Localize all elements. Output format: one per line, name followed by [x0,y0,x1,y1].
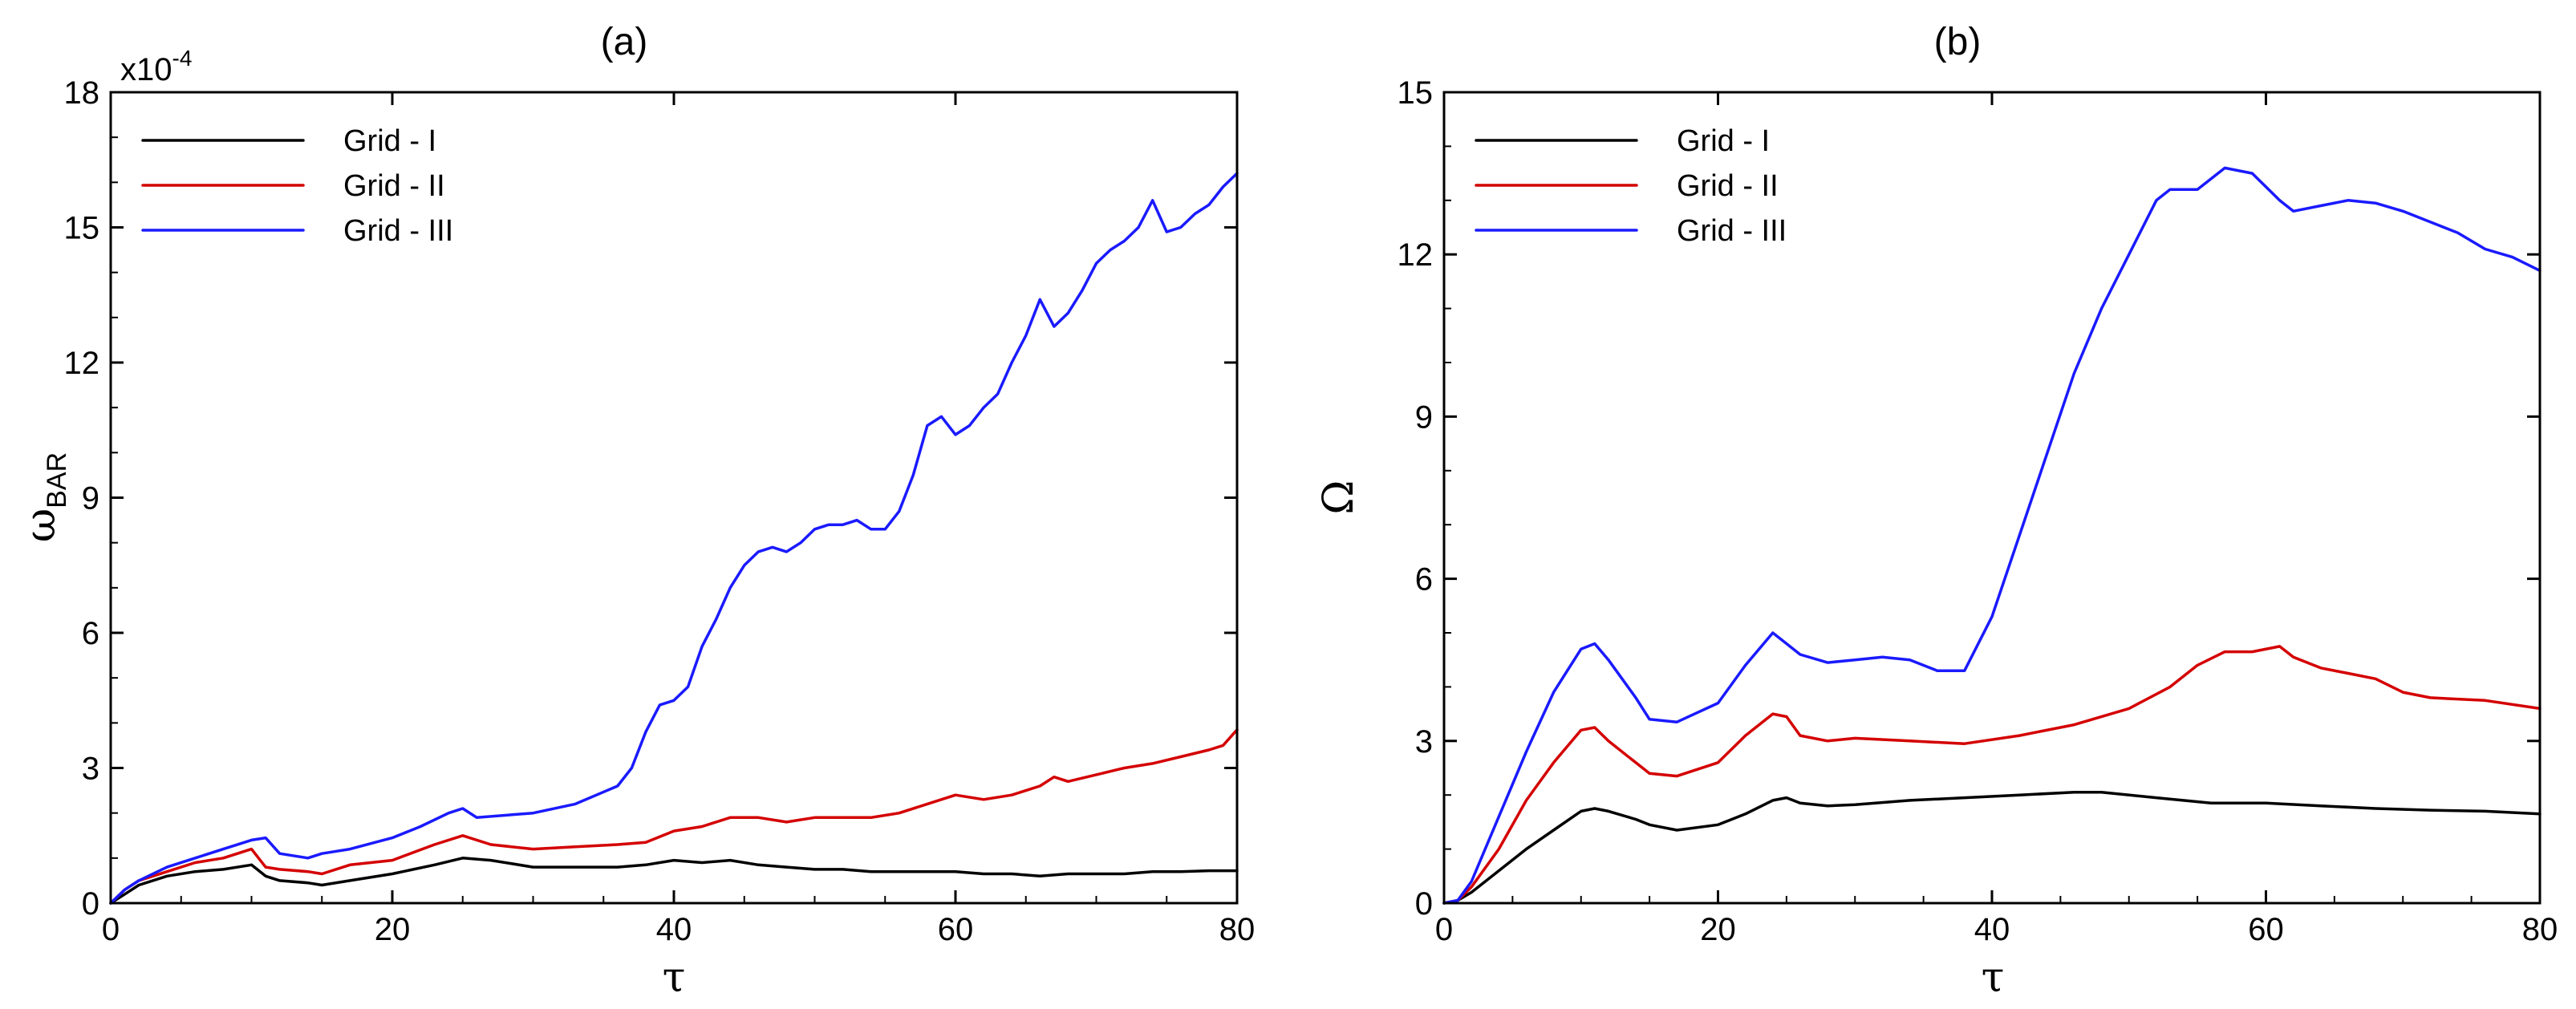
panel-b-x-tick-label: 40 [1974,912,2010,947]
panel-b-y-axis-title-main: Ω [1315,480,1363,514]
panel-a-x-tick-label: 60 [938,912,974,947]
panel-a-legend-label: Grid - II [343,169,445,203]
panel-b-y-tick-label: 12 [1398,237,1434,273]
panel-a-y-tick-label: 0 [82,886,99,922]
panel-b-x-tick-label: 20 [1700,912,1736,947]
panel-b-y-tick-label: 6 [1415,562,1433,598]
panel-b-y-axis-title: Ω [1315,480,1363,514]
panel-b-legend-label: Grid - II [1677,169,1779,203]
panel-a-y-tick-label: 6 [82,616,99,651]
panel-b-x-tick-label: 0 [1435,912,1453,947]
panel-b-y-tick-label: 3 [1415,724,1433,760]
panel-b-frame [1442,91,2542,905]
panel-a-ticks: 0 20 40 60 80 0 3 6 9 12 15 18 [64,75,1256,947]
panel-b-legend-label: Grid - III [1677,214,1787,248]
panel-a-multiplier: x10-4 [120,46,192,87]
panel-b-x-axis-title: τ [1982,954,2005,1002]
panel-b-y-tick-label: 0 [1415,886,1433,922]
panel-a-legend: Grid - I Grid - II Grid - III [141,124,453,248]
panel-a-y-axis-title: ωBAR [17,452,72,542]
panel-b-x-tick-label: 60 [2248,912,2284,947]
panel-a-x-tick-label: 40 [656,912,692,947]
panel-a-multiplier-exponent: -4 [172,46,193,71]
panel-a-x-tick-label: 0 [102,912,120,947]
panel-a-series-line-grid-1 [109,857,1239,905]
panel-b-series-line-grid-2 [1442,645,2542,905]
panel-b-ticks: 0 20 40 60 80 0 3 6 9 12 15 [1398,75,2558,947]
panel-a-series-line-grid-3 [109,172,1239,905]
panel-b-series-line-grid-1 [1442,791,2542,905]
panel-a-x-tick-label: 20 [375,912,411,947]
panel-a-y-tick-label: 9 [82,481,99,517]
panel-a-y-axis-title-main: ω [17,509,65,542]
panel-a-x-axis-title: τ [663,954,686,1002]
panel-a-y-tick-label: 18 [64,75,100,111]
panel-b-legend-label: Grid - I [1677,124,1770,158]
panel-b-y-tick-label: 15 [1398,75,1434,111]
panel-a-multiplier-base: x10 [120,52,172,87]
panel-b-x-tick-label: 80 [2522,912,2558,947]
panel-a-title: (a) [601,21,648,63]
panel-b-series-line-grid-3 [1442,166,2542,905]
panel-a-plot-area [109,172,1239,905]
panel-b-title: (b) [1934,21,1982,63]
panel-b-y-tick-label: 9 [1415,399,1433,435]
panel-a-y-tick-label: 3 [82,752,99,787]
panel-b-legend: Grid - I Grid - II Grid - III [1475,124,1787,248]
panel-a-legend-label: Grid - I [343,124,436,158]
panel-a-x-tick-label: 80 [1219,912,1256,947]
panel-b-plot-area [1442,166,2542,905]
panel-a: (a) 0 20 40 60 80 0 3 6 9 12 15 18 τ ωBAR x10-4 Gri… [17,21,1255,1002]
panel-a-series-line-grid-2 [109,728,1239,905]
panel-a-y-axis-title-sub: BAR [42,452,72,509]
panel-a-legend-label: Grid - III [343,214,453,248]
panel-a-y-tick-label: 15 [64,211,100,246]
panel-a-y-tick-label: 12 [64,346,100,381]
